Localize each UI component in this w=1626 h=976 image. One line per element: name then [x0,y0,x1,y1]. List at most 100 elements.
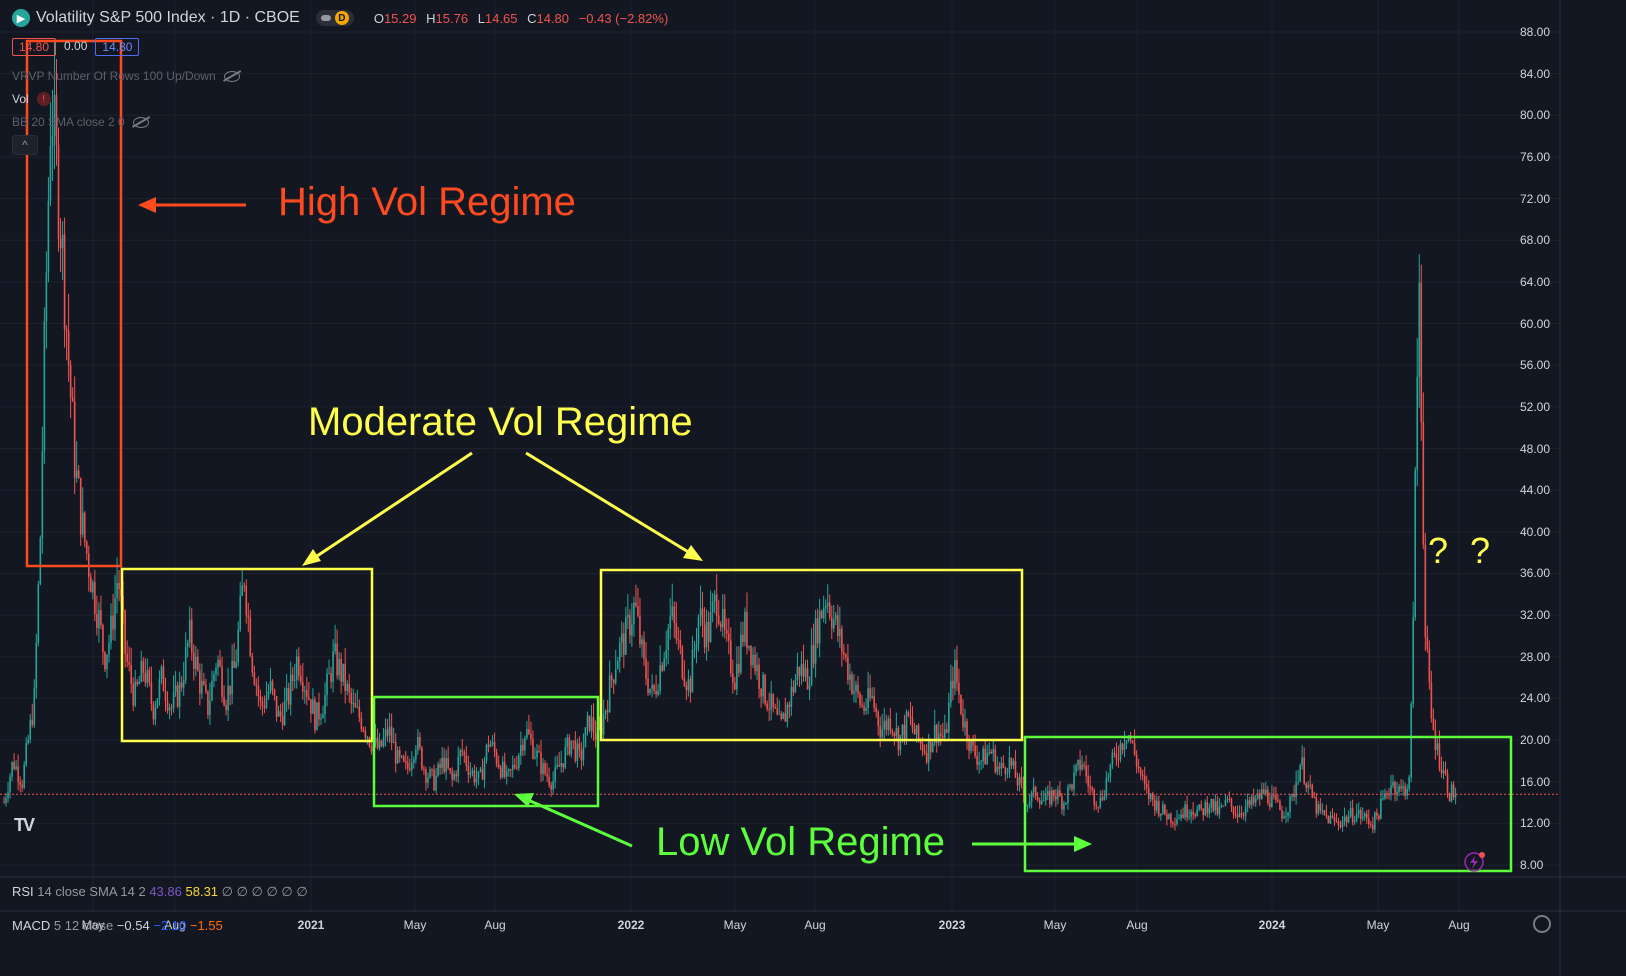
candle-body [59,238,62,249]
candle-body [849,674,851,680]
y-tick-label: 76.00 [1520,149,1551,164]
candle-body [556,765,558,768]
candle-body [304,690,306,692]
candle-body [1202,808,1205,816]
indicator-vol[interactable]: Vol ! [12,92,51,106]
candle-body [301,682,304,692]
candle-body [164,691,167,701]
candle-body [251,655,254,673]
candle-body [1115,754,1118,760]
price-tags: 14.80 0.00 14.80 [12,38,140,56]
y-tick-label: 56.00 [1520,358,1551,373]
candle-body [344,663,346,692]
candle-body [1307,784,1310,789]
symbol-title[interactable]: Volatility S&P 500 Index · 1D · CBOE [36,9,300,26]
candle-body [1361,816,1364,819]
buy-price-tag[interactable]: 14.80 [95,38,140,56]
macd-pane-legend[interactable]: MACD 5 12 close −0.54 −2.10 −1.55 [12,918,223,933]
candle-body [550,784,552,790]
x-tick-label: May [403,918,427,932]
candle-body [1428,649,1431,683]
indicator-vrvp[interactable]: VRVP Number Of Rows 100 Up/Down [12,69,240,83]
candle-body [497,763,500,768]
rsi-pane-legend[interactable]: RSI 14 close SMA 14 2 43.86 58.31 ∅ ∅ ∅ … [12,884,308,900]
candle-body [1345,816,1348,823]
candle-body [465,755,468,767]
candle-body [1000,763,1003,769]
candle-body [946,729,948,733]
candle-body [843,652,845,655]
candle-body [857,684,859,694]
candle-body [1194,814,1196,817]
candle-body [156,698,159,708]
open-value: 15.29 [383,10,417,26]
candle-body [612,680,615,683]
candle-body [855,684,857,692]
candle-body [1418,282,1421,377]
candle-body [37,584,40,643]
indicator-bb[interactable]: BB 20 SMA close 2 0 [12,115,149,129]
candle-body [748,645,750,648]
candle-body [939,733,942,736]
candle-body [1279,801,1281,811]
y-tick-label: 68.00 [1520,233,1551,248]
market-status-toggle[interactable]: D [315,10,354,26]
candle-body [1271,795,1273,808]
candle-body [871,696,873,698]
candle-body [1422,421,1425,545]
candle-body [435,775,437,791]
candle-body [180,682,183,688]
candle-body [691,649,694,693]
candle-body [1123,744,1126,750]
candle-body [594,733,597,740]
candle-body [1206,802,1209,814]
hidden-eye-icon[interactable] [223,70,240,82]
candle-body [1343,816,1346,822]
chart-settings-gear-icon[interactable] [1533,915,1551,933]
candle-body [582,747,585,761]
candle-body [1432,718,1435,731]
candle-body [1408,777,1410,789]
candle-body [1380,798,1382,819]
candle-body [1059,790,1061,797]
candle-body [211,680,213,701]
candle-body [958,682,960,695]
y-tick-label: 60.00 [1520,316,1551,331]
candle-body [245,585,248,616]
warning-icon[interactable]: ! [36,92,51,106]
candle-body [100,610,102,626]
candle-body [915,725,918,735]
candle-body [1139,768,1142,775]
x-tick-label: May [81,918,105,932]
candle-body [1315,797,1318,814]
candle-body [639,615,641,645]
candle-body [1121,743,1124,750]
candle-body [1404,786,1406,796]
candle-body [338,658,340,676]
rsi-ma-value: 58.31 [185,884,219,899]
tradingview-logo-icon[interactable]: TV [14,815,35,835]
candle-body [178,682,181,707]
low-vol-arrow-left [514,793,633,848]
candle-body [1275,795,1277,800]
candle-body [762,674,764,697]
candle-body [1386,793,1388,795]
collapse-indicators-button[interactable]: ^ [12,135,38,155]
candle-body [699,608,702,617]
alert-lightning-icon[interactable] [1464,852,1485,872]
candle-body [1291,794,1293,797]
candle-body [199,670,201,694]
candle-body [723,609,726,631]
candle-body [1363,813,1366,817]
sell-price-tag[interactable]: 14.80 [12,38,57,56]
candle-body [3,802,5,804]
candle-body [1256,793,1259,799]
candle-body [1426,636,1429,650]
candle-body [1046,790,1049,795]
candle-body [314,699,316,731]
hidden-eye-icon[interactable] [132,116,149,128]
y-tick-label: 16.00 [1520,774,1551,789]
candle-body [610,675,613,681]
candle-body [1228,798,1231,800]
